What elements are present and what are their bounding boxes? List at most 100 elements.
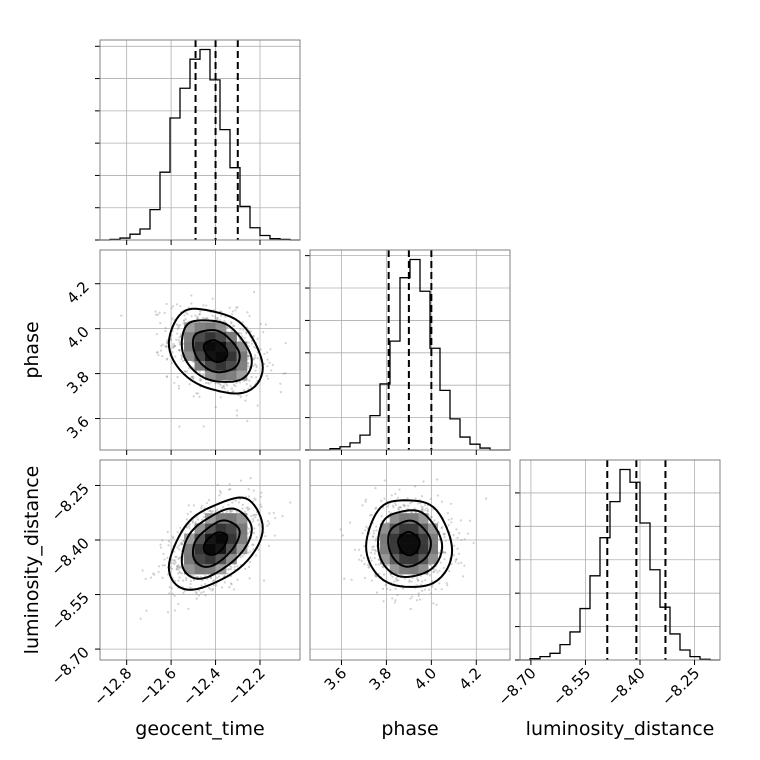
scatter-point xyxy=(389,588,392,591)
scatter-point xyxy=(211,589,214,592)
scatter-point xyxy=(157,570,160,574)
density-cell xyxy=(215,351,227,362)
scatter-point xyxy=(382,573,386,576)
scatter-point xyxy=(442,532,445,535)
scatter-point xyxy=(219,396,222,399)
scatter-point xyxy=(224,382,227,385)
scatter-point xyxy=(244,399,247,402)
scatter-point xyxy=(447,518,450,521)
scatter-point xyxy=(177,602,180,606)
density-cell xyxy=(205,563,216,575)
density-cell xyxy=(184,341,195,352)
density-cell xyxy=(205,553,216,565)
density-cell xyxy=(380,533,390,544)
density-cell xyxy=(226,523,237,534)
scatter-point xyxy=(164,330,167,333)
density-cell xyxy=(399,543,410,555)
scatter-point xyxy=(208,382,211,385)
scatter-point xyxy=(417,502,420,505)
scatter-point xyxy=(434,568,437,572)
joint-panel-geocent_time-luminosity_distance xyxy=(95,459,301,665)
scatter-point xyxy=(452,533,455,537)
scatter-point xyxy=(369,556,372,560)
scatter-point xyxy=(183,589,186,593)
scatter-point xyxy=(200,584,203,587)
density-cell xyxy=(389,563,400,575)
scatter-point xyxy=(228,306,231,309)
scatter-point xyxy=(234,309,237,312)
y-tick-label-luminosity_distance: −8.25 xyxy=(48,480,93,525)
scatter-point xyxy=(166,357,169,360)
scatter-point xyxy=(250,515,253,518)
contour-line xyxy=(397,530,421,557)
scatter-point xyxy=(457,552,461,555)
scatter-point xyxy=(198,312,202,316)
scatter-point xyxy=(220,586,224,589)
scatter-point xyxy=(268,361,271,364)
density-cell xyxy=(380,543,390,555)
scatter-point xyxy=(178,349,181,352)
scatter-point xyxy=(190,302,193,305)
scatter-point xyxy=(369,551,373,554)
density-cell xyxy=(205,533,216,544)
scatter-point xyxy=(265,374,269,378)
scatter-point xyxy=(268,522,271,525)
scatter-point xyxy=(414,511,417,514)
scatter-point xyxy=(382,566,385,569)
scatter-point xyxy=(398,488,401,491)
density-cell xyxy=(194,322,206,333)
scatter-point xyxy=(247,355,250,358)
scatter-point xyxy=(257,523,260,526)
scatter-point xyxy=(282,372,285,375)
scatter-point xyxy=(173,559,176,562)
scatter-point xyxy=(173,594,176,598)
scatter-point xyxy=(435,603,438,606)
scatter-point xyxy=(209,588,212,591)
density-cell xyxy=(418,543,429,555)
scatter-point xyxy=(216,508,219,511)
scatter-point xyxy=(166,573,170,576)
x-tick-label-phase: 3.6 xyxy=(321,664,351,694)
scatter-point xyxy=(388,510,391,513)
scatter-point xyxy=(437,538,441,541)
scatter-point xyxy=(170,317,174,320)
scatter-point xyxy=(410,595,414,598)
scatter-point xyxy=(375,575,378,578)
density-cell xyxy=(226,331,237,342)
scatter-point xyxy=(243,336,246,340)
scatter-point xyxy=(170,587,173,590)
scatter-point xyxy=(198,370,201,373)
scatter-point xyxy=(178,548,181,551)
scatter-point xyxy=(442,566,446,569)
scatter-point xyxy=(218,489,222,493)
scatter-point xyxy=(363,576,367,580)
scatter-point xyxy=(469,519,472,522)
scatter-point xyxy=(144,577,147,581)
scatter-point xyxy=(154,310,157,313)
scatter-point xyxy=(426,510,429,513)
scatter-point xyxy=(164,326,167,330)
scatter-point xyxy=(446,584,449,587)
scatter-point xyxy=(178,336,181,339)
scatter-point xyxy=(374,563,377,566)
scatter-point xyxy=(248,507,251,510)
scatter-point xyxy=(252,335,255,338)
scatter-point xyxy=(180,543,183,546)
scatter-point xyxy=(423,504,427,507)
panel-frame xyxy=(99,459,301,661)
scatter-point xyxy=(370,513,373,517)
scatter-point xyxy=(155,333,158,336)
scatter-point xyxy=(235,510,239,513)
panel-frame xyxy=(99,39,301,241)
scatter-point xyxy=(450,521,453,524)
scatter-point xyxy=(266,365,269,368)
scatter-point xyxy=(246,362,250,365)
scatter-point xyxy=(172,537,175,540)
scatter-point xyxy=(420,505,423,508)
scatter-point xyxy=(162,552,165,556)
scatter-point xyxy=(239,479,243,482)
scatter-point xyxy=(361,532,364,535)
scatter-point xyxy=(455,557,458,561)
scatter-point xyxy=(247,354,250,358)
